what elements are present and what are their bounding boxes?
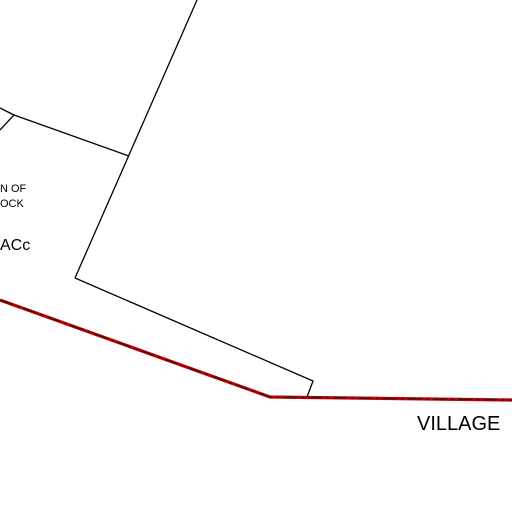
parcel-line-east-long [74,0,198,279]
parcel-name-line2: OCK [0,198,25,210]
parcel-line-south-edge [74,277,314,398]
parcel-line-north-edge [13,114,130,157]
village-label: VILLAGE [417,413,500,435]
parcel-code-label: ACc [0,237,30,254]
boundary-dash-overlay [0,299,512,401]
parcel-name-line1: N OF [0,183,27,195]
